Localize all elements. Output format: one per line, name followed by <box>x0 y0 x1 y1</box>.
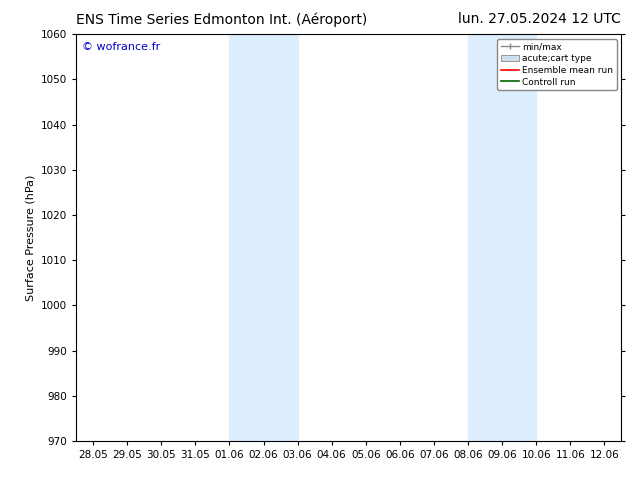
Bar <box>468 34 536 441</box>
Text: © wofrance.fr: © wofrance.fr <box>82 43 160 52</box>
Text: ENS Time Series Edmonton Int. (Aéroport): ENS Time Series Edmonton Int. (Aéroport) <box>76 12 367 27</box>
Bar <box>230 34 297 441</box>
Y-axis label: Surface Pressure (hPa): Surface Pressure (hPa) <box>25 174 36 301</box>
Text: lun. 27.05.2024 12 UTC: lun. 27.05.2024 12 UTC <box>458 12 621 26</box>
Legend: min/max, acute;cart type, Ensemble mean run, Controll run: min/max, acute;cart type, Ensemble mean … <box>497 39 617 90</box>
